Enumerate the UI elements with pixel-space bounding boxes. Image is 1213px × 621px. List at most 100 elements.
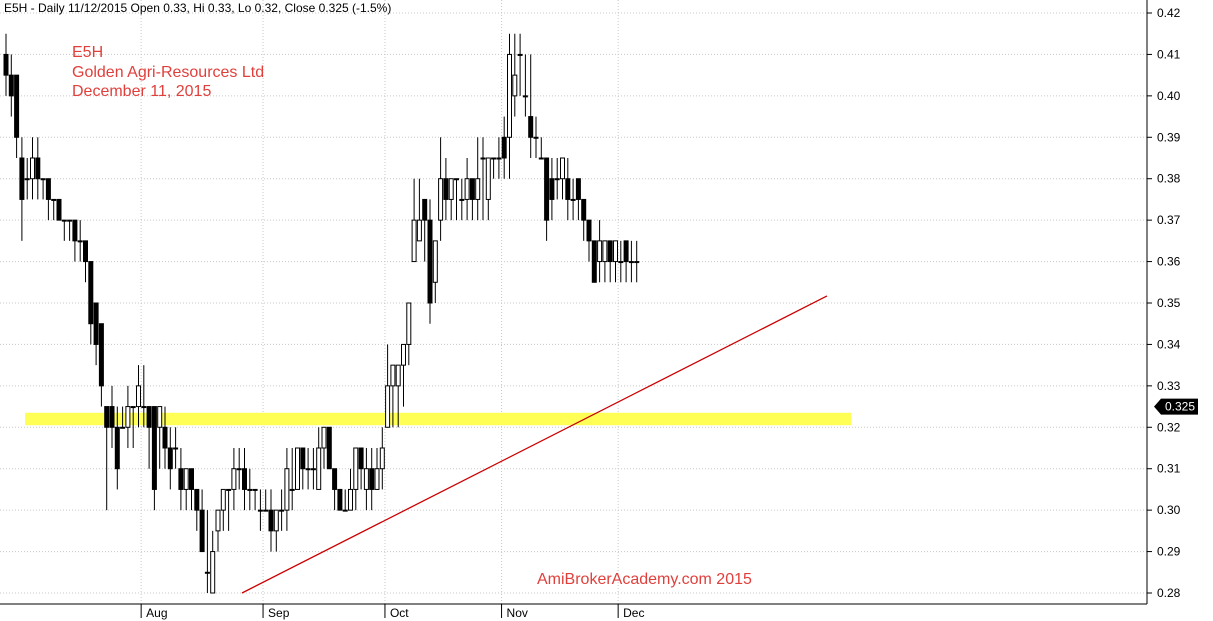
candle	[438, 137, 444, 241]
candle	[104, 406, 110, 511]
candle	[554, 158, 560, 200]
candle-body-up	[517, 53, 523, 56]
candle-body-up	[411, 219, 417, 263]
candle	[353, 447, 359, 511]
candle-body-up	[30, 157, 35, 180]
candle	[613, 240, 618, 283]
candle-body-up	[77, 240, 83, 243]
support-band	[25, 412, 851, 426]
candle-body-up	[507, 53, 512, 138]
candle	[77, 220, 83, 262]
candle-body-down	[586, 219, 592, 242]
candle-body-down	[358, 447, 364, 470]
candle	[151, 406, 157, 511]
candle	[544, 157, 550, 241]
candle	[321, 426, 327, 469]
candle-body-up	[454, 178, 459, 181]
y-tick-label: 0.29	[1157, 545, 1181, 559]
candle-body-down	[146, 406, 152, 428]
candle	[19, 137, 25, 241]
candle-body-up	[157, 406, 163, 428]
candle	[363, 448, 369, 511]
candle-body-down	[332, 468, 338, 490]
candle	[3, 33, 9, 96]
candle-body-up	[480, 157, 486, 160]
candle	[464, 158, 470, 221]
candle	[618, 240, 624, 283]
candle	[263, 489, 269, 512]
candle	[88, 261, 94, 345]
candle	[326, 426, 332, 470]
candle	[310, 448, 316, 490]
candle-body-up	[512, 74, 518, 97]
candle-body-up	[554, 178, 560, 181]
candle-body-down	[422, 198, 428, 221]
candle	[591, 240, 597, 283]
candle-body-up	[522, 95, 528, 98]
candle	[496, 137, 502, 179]
candle-body-up	[120, 426, 126, 429]
candle-body-up	[279, 509, 285, 512]
support-band-layer	[25, 412, 851, 426]
candle	[491, 157, 497, 179]
candle	[459, 178, 465, 221]
candle	[332, 468, 338, 511]
y-tick-label: 0.34	[1157, 337, 1181, 351]
candle	[194, 488, 200, 531]
candle-body-up	[406, 302, 412, 345]
candle	[210, 530, 216, 594]
candle-body-down	[194, 488, 200, 511]
candle-body-down	[35, 157, 41, 180]
y-tick-label: 0.37	[1157, 213, 1181, 227]
candle	[348, 468, 353, 511]
candle	[268, 489, 274, 552]
candle	[416, 178, 422, 242]
candle-body-down	[8, 74, 14, 97]
price-badge-label: 0.325	[1165, 400, 1195, 414]
candle	[395, 364, 401, 428]
candle	[401, 343, 406, 407]
candle	[443, 158, 449, 221]
candle-body-up	[485, 157, 491, 200]
candle-body-up	[342, 509, 348, 512]
candle-body-up	[634, 261, 640, 264]
candle	[199, 489, 205, 553]
candle	[432, 240, 438, 303]
candle-body-up	[136, 385, 141, 408]
x-tick-label: Nov	[507, 606, 528, 620]
candle	[279, 489, 285, 531]
y-tick-label: 0.31	[1157, 462, 1181, 476]
candle-body-up	[464, 178, 470, 200]
trendline-layer	[241, 295, 828, 594]
candle-body-up	[141, 406, 147, 409]
candle-body-down	[104, 406, 110, 428]
candle-body-down	[19, 157, 25, 200]
candle	[162, 406, 168, 469]
candle-body-up	[628, 261, 634, 264]
candle-body-down	[109, 406, 115, 428]
candle	[411, 178, 417, 263]
candle	[120, 406, 126, 429]
y-tick-label: 0.41	[1157, 47, 1181, 61]
candle-body-up	[416, 219, 422, 242]
candle	[30, 137, 35, 200]
candle	[581, 198, 587, 241]
y-tick-label: 0.42	[1157, 6, 1181, 20]
y-tick-label: 0.28	[1157, 586, 1181, 600]
y-tick-label: 0.33	[1157, 379, 1181, 393]
candle-body-up	[348, 488, 353, 511]
candle	[549, 158, 555, 221]
candle	[98, 323, 104, 407]
candle-body-up	[385, 385, 391, 428]
candle-body-down	[93, 302, 99, 345]
candle	[72, 219, 78, 262]
candle-body-up	[395, 364, 401, 387]
candle-body-down	[565, 178, 571, 200]
candle	[501, 116, 507, 179]
candle	[247, 468, 253, 511]
candle-body-down	[72, 219, 78, 242]
candle	[226, 488, 232, 531]
candle-body-down	[162, 426, 168, 449]
candle-body-down	[300, 447, 306, 470]
date-label: December 11, 2015	[72, 83, 212, 100]
